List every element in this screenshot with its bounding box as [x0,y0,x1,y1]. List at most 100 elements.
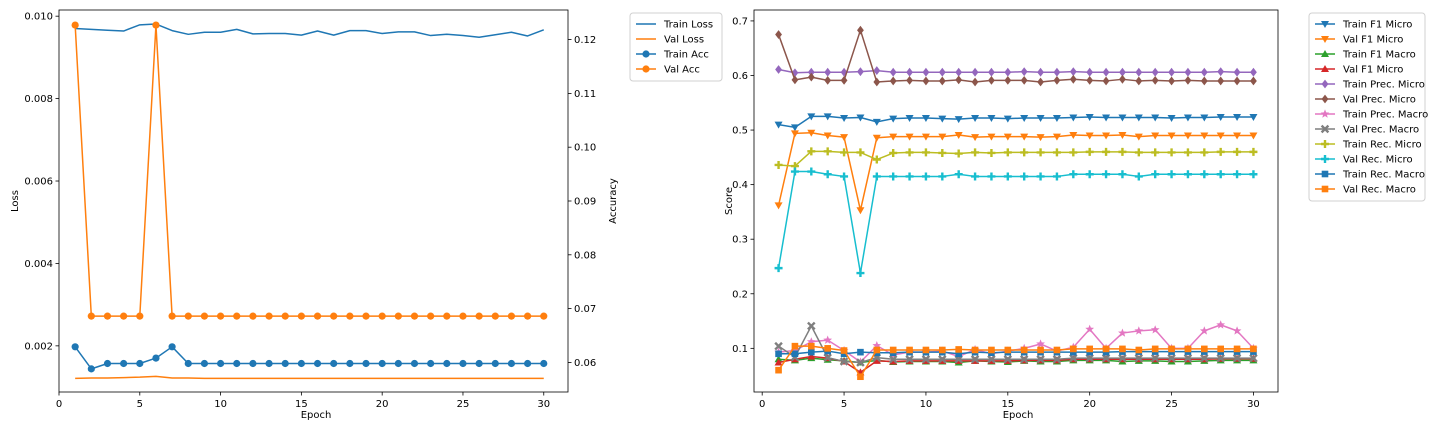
data-point-val-rec-micro [1069,170,1078,179]
legend-item: Train Rec. Macro [1315,170,1425,181]
y2-axis-label: Accuracy [608,178,619,224]
legend-item: Train Loss [636,20,713,31]
series-train-f1-micro [774,113,1258,132]
legend-marker [1321,155,1329,163]
data-point-val-rec-macro [1102,345,1110,353]
legend-label: Val Loss [664,35,704,46]
data-point-train-f1-micro [1200,114,1209,122]
data-point-val-rec-macro [791,342,799,350]
data-point-val-rec-macro [1151,345,1159,353]
data-point-train-f1-micro [987,115,996,123]
data-point-train-rec-micro [1085,147,1094,156]
data-point-val-acc [281,312,289,320]
data-point-val-rec-micro [921,172,930,181]
data-point-train-prec-micro [955,67,963,77]
x-tick-label: 0 [759,399,765,410]
data-point-train-prec-micro [906,67,913,77]
data-point-val-prec-micro [1020,75,1028,85]
data-point-train-rec-macro [955,350,962,358]
data-point-train-f1-micro [1233,113,1242,121]
data-point-train-acc [136,359,144,368]
data-point-train-acc [491,359,499,368]
data-point-train-acc [120,359,128,368]
legend-label: Val Acc [664,65,700,76]
data-point-val-prec-micro [1151,75,1159,85]
data-point-val-prec-macro [1003,355,1013,364]
data-point-val-prec-micro [1004,75,1012,85]
series-val-rec-macro [775,342,1257,381]
data-point-val-rec-micro [790,167,799,176]
data-point-val-rec-macro [889,346,897,354]
data-point-train-prec-micro [1250,67,1257,77]
data-point-train-acc [200,359,209,368]
data-point-train-f1-micro [889,115,898,123]
data-point-train-f1-micro [938,115,947,123]
data-point-val-rec-micro [1052,172,1061,181]
legend-box [629,12,723,82]
data-point-val-rec-micro [1134,172,1143,181]
data-point-train-rec-macro [857,348,864,356]
data-point-val-prec-micro [1037,77,1044,87]
data-point-train-prec-macro [1150,325,1160,334]
data-point-val-prec-micro [791,75,799,85]
data-point-val-acc [120,312,128,320]
series-val-rec-micro [774,167,1258,278]
data-point-val-prec-macro [1150,353,1160,363]
legend-label: Val Rec. Micro [1343,155,1413,166]
data-point-train-prec-micro [889,67,897,77]
data-point-train-prec-micro [971,67,979,77]
data-point-train-f1-micro [954,116,963,124]
data-point-val-f1-micro [823,132,832,140]
y2-tick-label: 0.10 [574,143,596,154]
legend-box [1308,12,1426,202]
legend-label: Train Rec. Micro [1342,140,1422,151]
legend-label: Train Rec. Macro [1342,170,1425,181]
data-point-train-f1-micro [840,115,849,123]
plot-frame [753,9,1279,393]
data-point-train-rec-micro [1183,148,1192,157]
y2-tick-label: 0.09 [574,197,596,208]
legend-item: Val Acc [636,65,700,76]
data-point-train-rec-micro [905,148,914,157]
data-point-train-rec-micro [971,148,980,157]
data-point-val-prec-macro [921,355,931,364]
y-tick-label: 0.5 [732,126,748,137]
data-point-train-acc [475,359,483,368]
data-point-train-prec-micro [1151,67,1159,77]
data-point-train-prec-macro [1036,339,1045,348]
x-tick-label: 15 [295,399,308,410]
y-tick-label: 0.7 [732,16,748,27]
data-point-train-f1-micro [1036,115,1045,123]
data-point-train-acc [103,359,112,368]
data-point-train-acc [346,359,354,368]
data-point-val-rec-macro [1086,345,1093,353]
data-point-train-rec-micro [938,148,947,157]
data-point-train-prec-micro [1037,67,1044,77]
y2-tick-label: 0.06 [574,358,596,369]
data-point-train-f1-micro [1085,113,1094,121]
legend-item: Val Loss [636,35,704,46]
data-point-val-prec-micro [1102,76,1110,86]
data-point-train-acc [443,359,451,368]
data-point-val-acc [491,312,499,320]
x-axis-label: Epoch [1003,410,1034,421]
data-point-val-prec-macro [938,355,947,364]
legend-marker [1321,50,1329,57]
series-val-f1-micro [774,129,1258,215]
data-point-train-f1-micro [1134,114,1143,122]
data-point-val-f1-micro [774,202,783,210]
data-point-val-prec-macro [1036,355,1045,364]
data-point-val-rec-macro [1070,345,1077,353]
data-point-val-rec-macro [1020,346,1028,354]
data-point-val-rec-micro [971,172,980,181]
data-point-val-rec-micro [987,172,996,181]
data-point-train-f1-micro [1167,115,1176,123]
data-point-val-rec-macro [1037,346,1044,354]
data-point-val-rec-macro [1135,346,1143,354]
data-point-train-acc [394,359,402,368]
data-point-val-prec-macro [774,341,783,351]
data-point-val-rec-micro [954,170,963,179]
data-point-val-prec-micro [1184,75,1192,85]
data-point-train-prec-micro [807,67,815,77]
data-point-val-acc [507,312,516,320]
